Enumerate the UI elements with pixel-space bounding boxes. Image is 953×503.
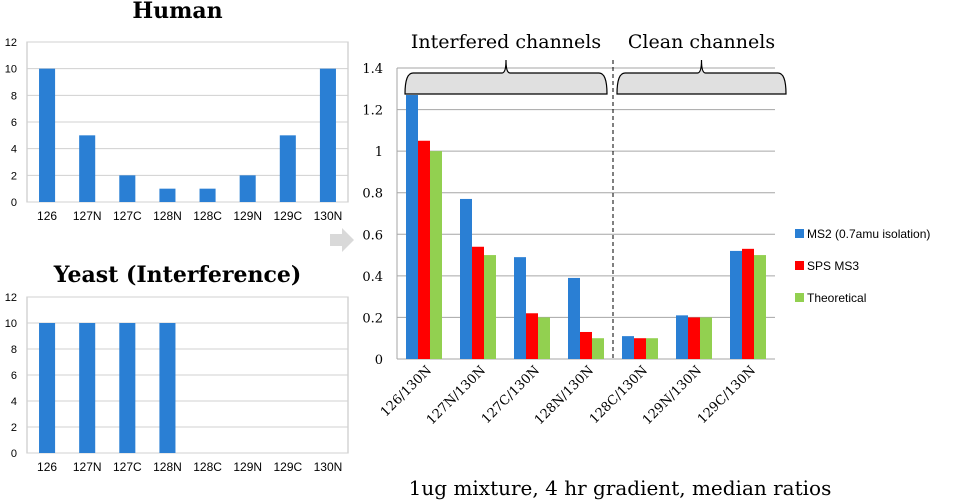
bar: [568, 277, 580, 359]
y-tick-label: 2: [11, 170, 17, 182]
x-tick-label: 126: [37, 209, 57, 223]
legend-label: Theoretical: [807, 291, 866, 305]
annotation-label: Clean channels: [628, 31, 775, 53]
annotation-label: Interfered channels: [411, 31, 601, 53]
x-tick-label: 127C: [113, 460, 142, 474]
legend-label: MS2 (0.7amu isolation): [807, 227, 930, 241]
y-tick-label: 0: [11, 197, 17, 209]
y-tick-label: 6: [11, 370, 17, 382]
legend-swatch: [795, 293, 804, 302]
x-tick-label: 129C: [273, 209, 302, 223]
y-tick-label: 0.8: [362, 187, 383, 202]
bar: [622, 336, 634, 359]
bar: [526, 313, 538, 359]
bar: [119, 175, 136, 202]
x-tick-label: 130N: [314, 460, 343, 474]
bar: [742, 248, 754, 359]
y-tick-label: 10: [5, 64, 17, 76]
bar: [418, 140, 430, 359]
bar: [688, 317, 700, 359]
y-tick-label: 0: [11, 448, 17, 460]
y-tick-label: 1: [375, 145, 383, 160]
bar: [592, 338, 604, 359]
x-tick-label: 128C: [193, 460, 222, 474]
x-tick-label: 126: [37, 460, 57, 474]
bar: [79, 323, 96, 453]
bar: [406, 95, 418, 360]
bar: [460, 198, 472, 359]
y-tick-label: 1.4: [362, 62, 383, 77]
bar: [79, 135, 96, 202]
y-tick-label: 12: [5, 37, 17, 49]
bar: [159, 323, 176, 453]
arrow-icon: [330, 228, 354, 252]
y-tick-label: 8: [11, 90, 17, 102]
bar: [484, 255, 496, 359]
y-tick-label: 10: [5, 318, 17, 330]
brace-icon: [616, 59, 787, 95]
x-tick-label: 129C: [273, 460, 302, 474]
x-tick-label: 128C: [193, 209, 222, 223]
bar: [646, 338, 658, 359]
bar: [730, 250, 742, 359]
y-tick-label: 0: [375, 353, 383, 368]
y-tick-label: 0.2: [362, 311, 383, 326]
y-tick-label: 4: [11, 396, 17, 408]
bar: [239, 175, 256, 202]
y-tick-label: 1.2: [362, 104, 383, 119]
bar: [634, 338, 646, 359]
y-tick-label: 6: [11, 117, 17, 129]
x-tick-label: 128N: [153, 460, 182, 474]
bar: [319, 68, 336, 203]
bar: [700, 317, 712, 359]
x-tick-label: 129N: [233, 209, 262, 223]
legend-swatch: [795, 261, 804, 270]
bar: [676, 315, 688, 359]
x-tick-label: 129C/130N: [695, 363, 759, 427]
legend-label: SPS MS3: [807, 259, 859, 273]
chart-caption: 1ug mixture, 4 hr gradient, median ratio…: [409, 476, 832, 500]
x-tick-label: 126/130N: [378, 363, 435, 420]
x-tick-label: 127C: [113, 209, 142, 223]
bar: [39, 323, 56, 453]
x-tick-label: 128N: [153, 209, 182, 223]
bar: [538, 317, 550, 359]
bar: [39, 68, 56, 203]
bar: [279, 135, 296, 202]
x-tick-label: 130N: [314, 209, 343, 223]
y-tick-label: 8: [11, 344, 17, 356]
x-tick-label: 127N: [73, 460, 102, 474]
bar: [754, 255, 766, 359]
bar: [159, 188, 176, 202]
x-tick-label: 129N: [233, 460, 262, 474]
legend-swatch: [795, 229, 804, 238]
bar: [119, 323, 136, 453]
chart-title: Human: [132, 0, 222, 24]
x-tick-label: 127N: [73, 209, 102, 223]
y-tick-label: 12: [5, 292, 17, 304]
chart-title: Yeast (Interference): [53, 262, 302, 288]
y-tick-label: 2: [11, 422, 17, 434]
bar: [430, 151, 442, 359]
brace-icon: [404, 59, 608, 95]
y-tick-label: 0.6: [362, 228, 383, 243]
y-tick-label: 0.4: [362, 270, 383, 285]
bar: [580, 331, 592, 359]
y-tick-label: 4: [11, 144, 17, 156]
bar: [514, 257, 526, 359]
bar: [472, 246, 484, 359]
bar: [199, 188, 216, 202]
